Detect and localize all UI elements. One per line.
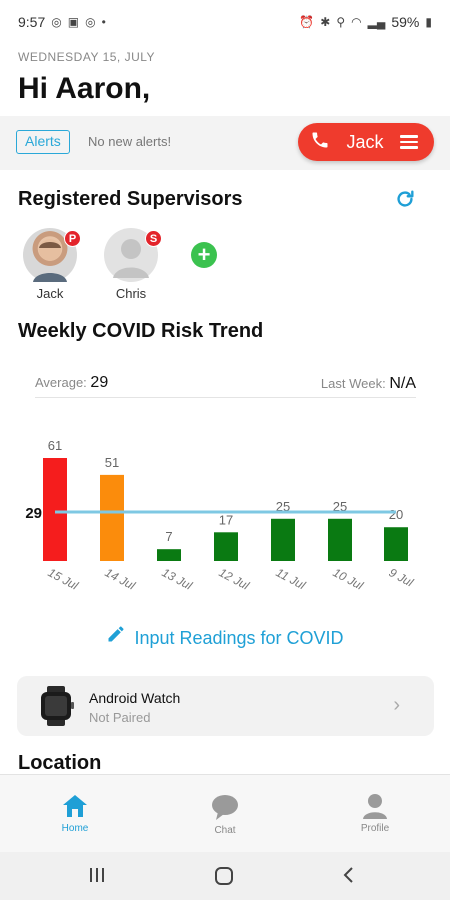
risk-trend-title: Weekly COVID Risk Trend <box>18 320 264 342</box>
average-label: Average: <box>35 375 87 390</box>
average-row: Average: 29 Last Week: N/A <box>35 372 416 398</box>
chat-icon <box>212 795 238 820</box>
call-supervisor-button[interactable]: Jack <box>298 123 434 161</box>
smartwatch-icon <box>41 686 74 726</box>
risk-bar-chart: 61 15 Jul 51 14 Jul 7 13 Jul 17 12 Jul 25 11 Jul 2… <box>25 438 416 593</box>
average-line-label: 29 <box>25 505 42 522</box>
chart-bar <box>157 549 181 561</box>
whatsapp-notification-icon: ◎ <box>51 15 62 29</box>
avatar: P <box>23 228 81 282</box>
pencil-icon <box>106 624 126 649</box>
bottom-tab-bar: Home Chat Profile <box>0 774 450 852</box>
role-badge: P <box>64 230 81 247</box>
average-value: 29 <box>90 374 109 391</box>
battery-icon: ▮ <box>425 15 432 29</box>
bar-value-label: 25 <box>333 499 347 514</box>
supervisor-chris[interactable]: S Chris <box>101 228 162 301</box>
avatar-placeholder-icon: S <box>104 228 162 282</box>
bar-value-label: 17 <box>219 512 233 527</box>
profile-icon <box>363 794 387 819</box>
x-tick-label: 12 Jul <box>217 565 252 593</box>
chart-bar <box>328 518 352 561</box>
greeting-title: Hi Aaron, <box>18 72 151 105</box>
device-card[interactable]: Android Watch Not Paired › <box>17 676 434 736</box>
average-stat: Average: 29 <box>35 374 108 392</box>
menu-icon[interactable] <box>399 135 418 149</box>
device-name: Android Watch <box>89 690 181 706</box>
alerts-button[interactable]: Alerts <box>16 130 70 154</box>
bar-value-label: 25 <box>276 499 290 514</box>
bar-value-label: 20 <box>389 507 403 522</box>
message-notification-icon: ▣ <box>67 15 80 29</box>
alerts-bar: Alerts No new alerts! Jack <box>0 116 450 170</box>
tab-chat[interactable]: Chat <box>185 793 265 836</box>
alerts-status-text: No new alerts! <box>88 134 172 149</box>
chart-bar <box>100 474 124 561</box>
bar-value-label: 51 <box>105 455 119 470</box>
alarm-icon: ⏰ <box>299 15 315 29</box>
wifi-icon: ◠ <box>351 15 362 29</box>
last-week-value: N/A <box>389 375 416 392</box>
input-readings-label: Input Readings for COVID <box>134 628 344 648</box>
location-status-icon: ⚲ <box>336 15 346 29</box>
chart-bar <box>43 458 67 561</box>
system-nav-bar <box>0 852 450 900</box>
call-pill-label: Jack <box>346 131 384 152</box>
chart-bar <box>214 532 238 561</box>
chart-bar <box>271 518 295 561</box>
bar-value-label: 7 <box>165 529 172 544</box>
status-time: 9:57 <box>18 14 46 30</box>
refresh-icon[interactable] <box>394 188 416 210</box>
more-notifications-dot: • <box>101 15 106 29</box>
date-label: WEDNESDAY 15, JULY <box>18 50 156 64</box>
supervisor-jack[interactable]: P Jack <box>20 228 81 301</box>
x-tick-label: 14 Jul <box>103 565 138 593</box>
supervisors-title: Registered Supervisors <box>18 188 243 210</box>
whatsapp-notification-icon-2: ◎ <box>85 15 96 29</box>
bluetooth-icon: ✱ <box>320 15 331 29</box>
add-supervisor-button[interactable]: + <box>191 242 217 268</box>
tab-label: Profile <box>360 823 390 834</box>
back-button[interactable] <box>340 866 358 889</box>
tab-profile[interactable]: Profile <box>335 793 415 834</box>
x-tick-label: 10 Jul <box>331 565 366 593</box>
location-title: Location <box>18 752 102 774</box>
role-badge: S <box>145 230 162 247</box>
last-week-label: Last Week: <box>320 376 386 391</box>
tab-label: Home <box>61 823 89 834</box>
device-status: Not Paired <box>89 710 151 725</box>
status-bar: 9:57 ◎ ▣ ◎ • ⏰ ✱ ⚲ ◠ ▂▄ 59% ▮ <box>0 0 450 44</box>
supervisor-name: Jack <box>36 286 64 301</box>
signal-icon: ▂▄ <box>367 15 386 29</box>
phone-icon <box>310 130 330 155</box>
home-nav-button[interactable] <box>214 866 234 891</box>
x-tick-label: 15 Jul <box>46 565 81 593</box>
chevron-right-icon: › <box>393 694 400 716</box>
x-tick-label: 9 Jul <box>387 565 416 589</box>
home-icon <box>63 795 87 817</box>
recents-button[interactable] <box>88 866 106 889</box>
supervisor-name: Chris <box>115 286 147 301</box>
last-week-stat: Last Week: N/A <box>321 375 416 393</box>
bar-value-label: 61 <box>48 438 62 453</box>
tab-label: Chat <box>214 825 236 836</box>
tab-home[interactable]: Home <box>35 793 115 834</box>
chart-bar <box>384 527 408 561</box>
battery-percent: 59% <box>391 14 420 30</box>
input-readings-link[interactable]: Input Readings for COVID <box>0 624 450 649</box>
x-tick-label: 11 Jul <box>274 565 308 592</box>
x-tick-label: 13 Jul <box>160 565 195 593</box>
